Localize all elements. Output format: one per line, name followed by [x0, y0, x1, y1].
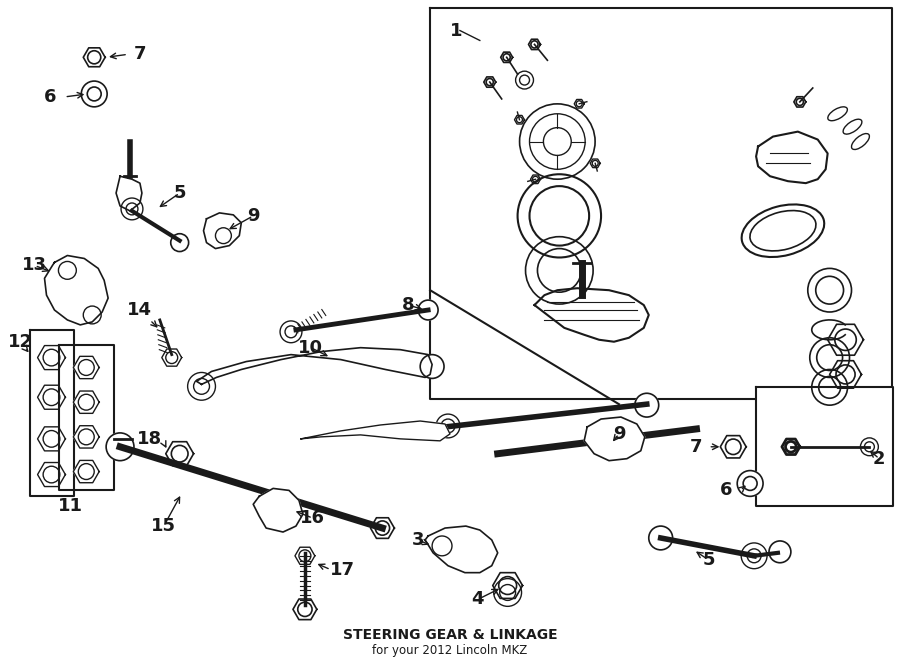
Circle shape: [280, 321, 302, 343]
Polygon shape: [59, 345, 114, 491]
Text: 3: 3: [412, 531, 425, 549]
Text: 17: 17: [330, 561, 356, 579]
Polygon shape: [38, 463, 66, 487]
Text: 9: 9: [247, 207, 259, 225]
Polygon shape: [44, 256, 108, 325]
Ellipse shape: [750, 211, 816, 251]
Circle shape: [769, 541, 791, 563]
Text: 7: 7: [690, 438, 703, 456]
Text: 18: 18: [138, 430, 162, 448]
Circle shape: [436, 414, 460, 438]
Text: 15: 15: [151, 517, 176, 535]
Circle shape: [121, 198, 143, 220]
Circle shape: [418, 300, 438, 320]
Text: STEERING GEAR & LINKAGE: STEERING GEAR & LINKAGE: [343, 628, 557, 642]
Polygon shape: [574, 99, 584, 108]
Polygon shape: [38, 427, 66, 451]
Polygon shape: [492, 573, 523, 598]
Polygon shape: [162, 349, 182, 366]
Polygon shape: [30, 330, 75, 496]
Circle shape: [171, 234, 189, 252]
Ellipse shape: [742, 205, 824, 257]
Polygon shape: [828, 324, 863, 355]
Circle shape: [526, 237, 593, 304]
Text: 8: 8: [402, 296, 415, 314]
Polygon shape: [38, 346, 66, 369]
Polygon shape: [584, 417, 644, 461]
Polygon shape: [166, 442, 194, 466]
Polygon shape: [530, 175, 540, 183]
Text: 4: 4: [472, 591, 484, 608]
Text: 6: 6: [720, 481, 733, 499]
Polygon shape: [484, 77, 496, 87]
Polygon shape: [756, 387, 893, 506]
Polygon shape: [203, 213, 241, 248]
Polygon shape: [756, 132, 828, 183]
Circle shape: [432, 536, 452, 556]
Polygon shape: [84, 48, 105, 67]
Polygon shape: [196, 348, 432, 385]
Text: for your 2012 Lincoln MKZ: for your 2012 Lincoln MKZ: [373, 644, 527, 657]
Text: 13: 13: [22, 256, 47, 275]
Circle shape: [516, 71, 534, 89]
Circle shape: [518, 174, 601, 258]
Circle shape: [742, 543, 767, 569]
Polygon shape: [253, 489, 303, 532]
Text: 5: 5: [702, 551, 715, 569]
Polygon shape: [301, 421, 450, 441]
Polygon shape: [38, 385, 66, 409]
Text: 7: 7: [134, 45, 146, 64]
Text: 1: 1: [450, 22, 463, 40]
Polygon shape: [73, 391, 99, 413]
Polygon shape: [73, 460, 99, 483]
Circle shape: [420, 355, 444, 379]
Ellipse shape: [851, 134, 869, 150]
Text: 16: 16: [301, 509, 326, 527]
Circle shape: [812, 369, 848, 405]
Polygon shape: [425, 526, 498, 573]
Polygon shape: [371, 518, 394, 538]
Ellipse shape: [828, 107, 848, 120]
Polygon shape: [293, 599, 317, 620]
Circle shape: [529, 114, 585, 169]
Circle shape: [215, 228, 231, 244]
Text: 10: 10: [299, 339, 323, 357]
Polygon shape: [73, 426, 99, 448]
Circle shape: [810, 338, 850, 377]
Text: 2: 2: [873, 449, 886, 467]
Polygon shape: [590, 159, 600, 167]
Circle shape: [494, 579, 522, 606]
Circle shape: [187, 373, 215, 401]
Circle shape: [649, 526, 672, 550]
Polygon shape: [528, 39, 540, 50]
Circle shape: [519, 104, 595, 179]
Circle shape: [737, 471, 763, 496]
Polygon shape: [535, 288, 649, 342]
Polygon shape: [430, 8, 892, 399]
Text: 9: 9: [613, 425, 626, 443]
Text: 11: 11: [58, 497, 83, 515]
Polygon shape: [500, 52, 513, 62]
Polygon shape: [116, 176, 142, 211]
Polygon shape: [782, 439, 800, 455]
Text: 6: 6: [44, 88, 57, 106]
Circle shape: [58, 261, 76, 279]
Circle shape: [106, 433, 134, 461]
Circle shape: [84, 306, 101, 324]
Text: 5: 5: [174, 184, 186, 202]
Polygon shape: [794, 97, 806, 107]
Polygon shape: [720, 436, 746, 458]
Text: 12: 12: [8, 333, 33, 351]
Text: 14: 14: [128, 301, 152, 319]
Polygon shape: [515, 115, 525, 124]
Polygon shape: [295, 547, 315, 565]
Circle shape: [81, 81, 107, 107]
Circle shape: [634, 393, 659, 417]
Polygon shape: [73, 356, 99, 379]
Polygon shape: [830, 361, 861, 388]
Circle shape: [860, 438, 878, 455]
Circle shape: [544, 128, 572, 156]
Circle shape: [808, 268, 851, 312]
Ellipse shape: [843, 119, 862, 134]
